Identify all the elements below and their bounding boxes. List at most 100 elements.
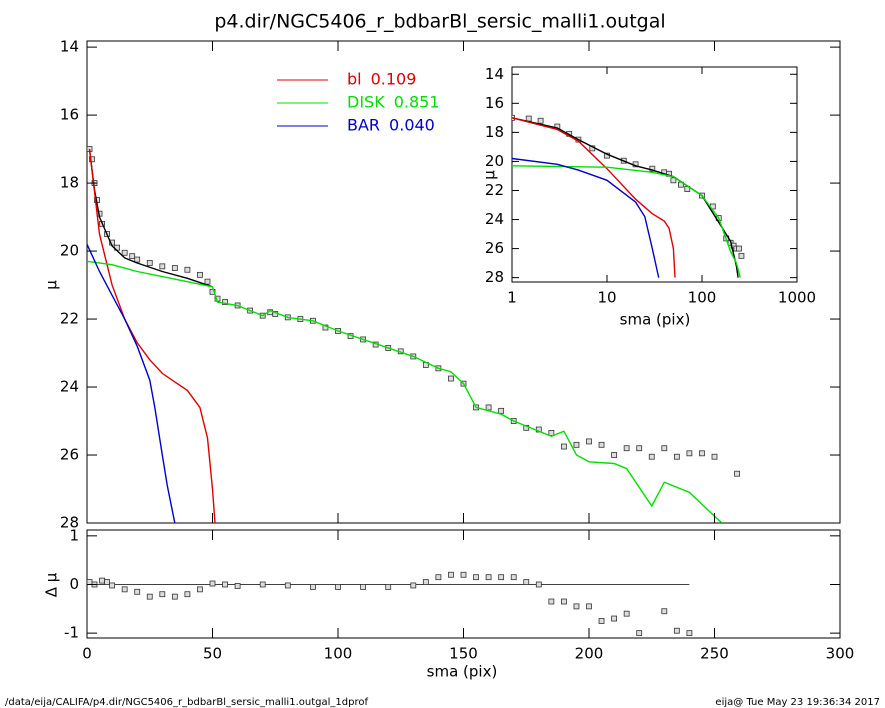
data-point (473, 574, 479, 581)
data-point (234, 583, 241, 589)
y-tick-label: 22 (485, 181, 504, 199)
model-line (88, 149, 213, 288)
data-point (673, 453, 680, 460)
x-axis-label: sma (pix) (427, 663, 498, 681)
data-point (661, 445, 668, 452)
data-point (309, 584, 316, 590)
model-line (512, 117, 676, 278)
data-point (673, 627, 680, 634)
y-tick-label: 20 (60, 242, 79, 260)
data-point (209, 288, 216, 295)
y-tick-label: 24 (60, 378, 79, 396)
data-point (525, 115, 532, 122)
y-tick-label: 16 (485, 94, 504, 112)
data-point (738, 252, 745, 259)
plot-area (87, 571, 693, 637)
y-tick-label: 28 (485, 268, 504, 286)
data-point (561, 598, 567, 605)
residual-y-axis-label: Δ μ (43, 572, 61, 597)
x-tick-label: 10 (597, 289, 616, 307)
legend-label: DISK (347, 93, 385, 112)
data-point (498, 574, 505, 581)
data-point (209, 580, 216, 587)
data-point (611, 452, 617, 458)
data-point (686, 450, 693, 457)
data-point (485, 574, 492, 581)
data-point (385, 584, 392, 590)
data-point (159, 263, 166, 270)
data-point (99, 577, 105, 584)
data-point (537, 117, 544, 124)
data-point (636, 445, 643, 452)
data-point (410, 582, 417, 589)
y-tick-label: 0 (69, 575, 79, 593)
model-line (88, 149, 216, 523)
data-point (171, 593, 178, 600)
data-point (548, 598, 555, 605)
data-point (611, 615, 617, 622)
plot-frame (86, 529, 841, 639)
data-point (435, 574, 442, 581)
data-point (204, 278, 211, 285)
legend-value: 0.040 (389, 116, 435, 135)
data-point (573, 441, 580, 448)
plot-area (512, 114, 745, 278)
legend-label: bl (347, 70, 362, 89)
data-point (134, 588, 141, 595)
data-point (197, 586, 203, 593)
y-axis-label: μ (43, 280, 61, 290)
data-point (171, 265, 178, 271)
x-tick-label: 250 (700, 645, 729, 663)
data-point (535, 581, 542, 588)
y-tick-label: 14 (60, 38, 79, 56)
model-line (512, 165, 741, 278)
y-tick-label: 26 (60, 446, 79, 464)
data-point (129, 253, 136, 260)
model-line (512, 117, 739, 278)
x-tick-label: 150 (449, 645, 478, 663)
data-point (109, 582, 115, 589)
data-point (184, 591, 191, 598)
data-point (259, 581, 266, 588)
data-point (510, 574, 517, 581)
data-point (586, 438, 592, 445)
y-tick-label: 24 (485, 210, 504, 228)
x-tick-label: 200 (575, 645, 604, 663)
data-point (649, 165, 656, 172)
y-tick-label: 22 (60, 310, 79, 328)
data-point (360, 584, 367, 590)
legend-label: BAR (347, 116, 380, 135)
data-point (736, 245, 742, 252)
x-tick-label: 0 (82, 645, 92, 663)
chart-title: p4.dir/NGC5406_r_bdbarBl_sersic_malli1.o… (214, 11, 665, 33)
data-point (670, 177, 677, 184)
legend-value: 0.851 (394, 93, 440, 112)
y-tick-label: 26 (485, 239, 504, 257)
x-tick-label: 50 (203, 645, 222, 663)
data-point (561, 443, 567, 450)
inset-y-axis-label: μ (481, 170, 499, 180)
y-tick-label: 16 (60, 106, 79, 124)
data-point (498, 407, 505, 414)
x-tick-label: 1 (507, 289, 517, 307)
y-tick-label: 28 (60, 514, 79, 532)
data-point (89, 156, 95, 163)
x-tick-label: 1000 (778, 289, 816, 307)
data-point (422, 579, 429, 585)
footer-path: /data/eija/CALIFA/p4.dir/NGC5406_r_bdbar… (5, 697, 368, 708)
y-tick-label: 14 (485, 65, 504, 83)
data-point (598, 441, 605, 448)
footer-stamp: eija@ Tue May 23 19:36:34 2017 (715, 697, 880, 708)
data-point (523, 579, 530, 585)
data-point (146, 593, 153, 600)
data-point (335, 584, 341, 590)
data-point (284, 582, 291, 589)
data-point (121, 249, 128, 256)
data-point (460, 571, 467, 578)
legend-value: 0.109 (371, 70, 417, 89)
data-point (636, 630, 643, 637)
y-tick-label: 18 (485, 123, 504, 141)
plot-area (87, 146, 740, 523)
data-point (598, 618, 605, 624)
